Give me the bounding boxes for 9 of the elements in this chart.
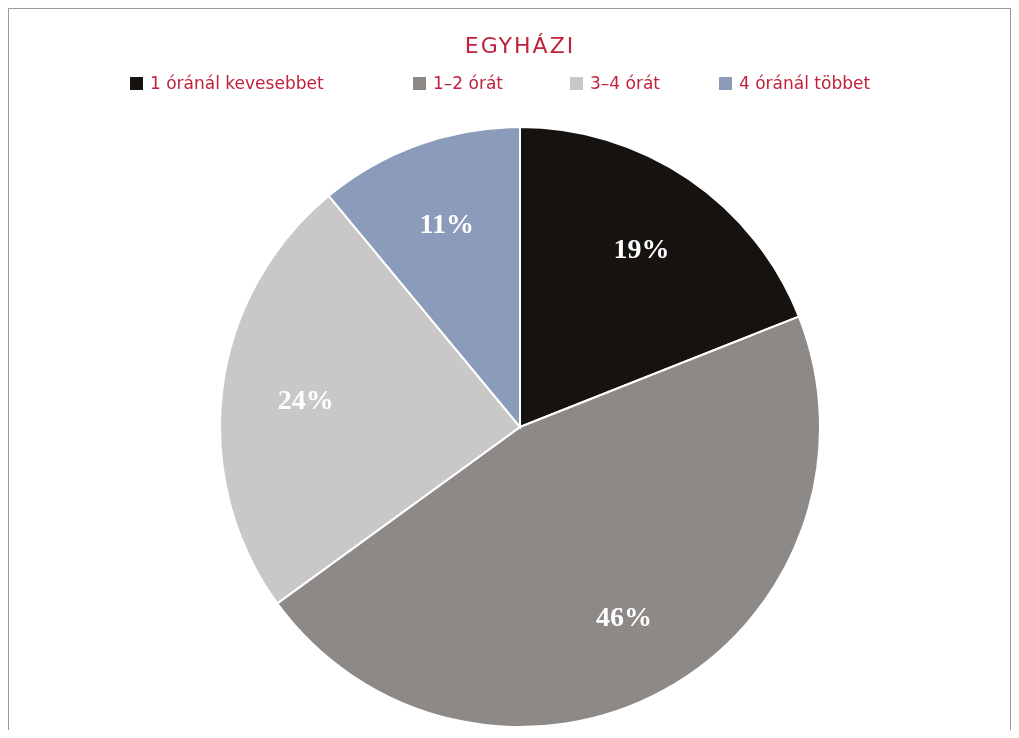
legend-label: 1–2 órát xyxy=(433,73,504,93)
legend-label: 1 óránál kevesebbet xyxy=(150,73,324,93)
chart-title: EGYHÁZI xyxy=(464,33,576,58)
data-label: 11% xyxy=(419,208,475,240)
legend-label: 3–4 órát xyxy=(590,73,661,93)
data-label: 24% xyxy=(277,384,334,416)
data-label: 46% xyxy=(596,600,653,632)
data-label: 19% xyxy=(613,232,670,264)
legend-label: 4 óránál többet xyxy=(739,73,871,93)
